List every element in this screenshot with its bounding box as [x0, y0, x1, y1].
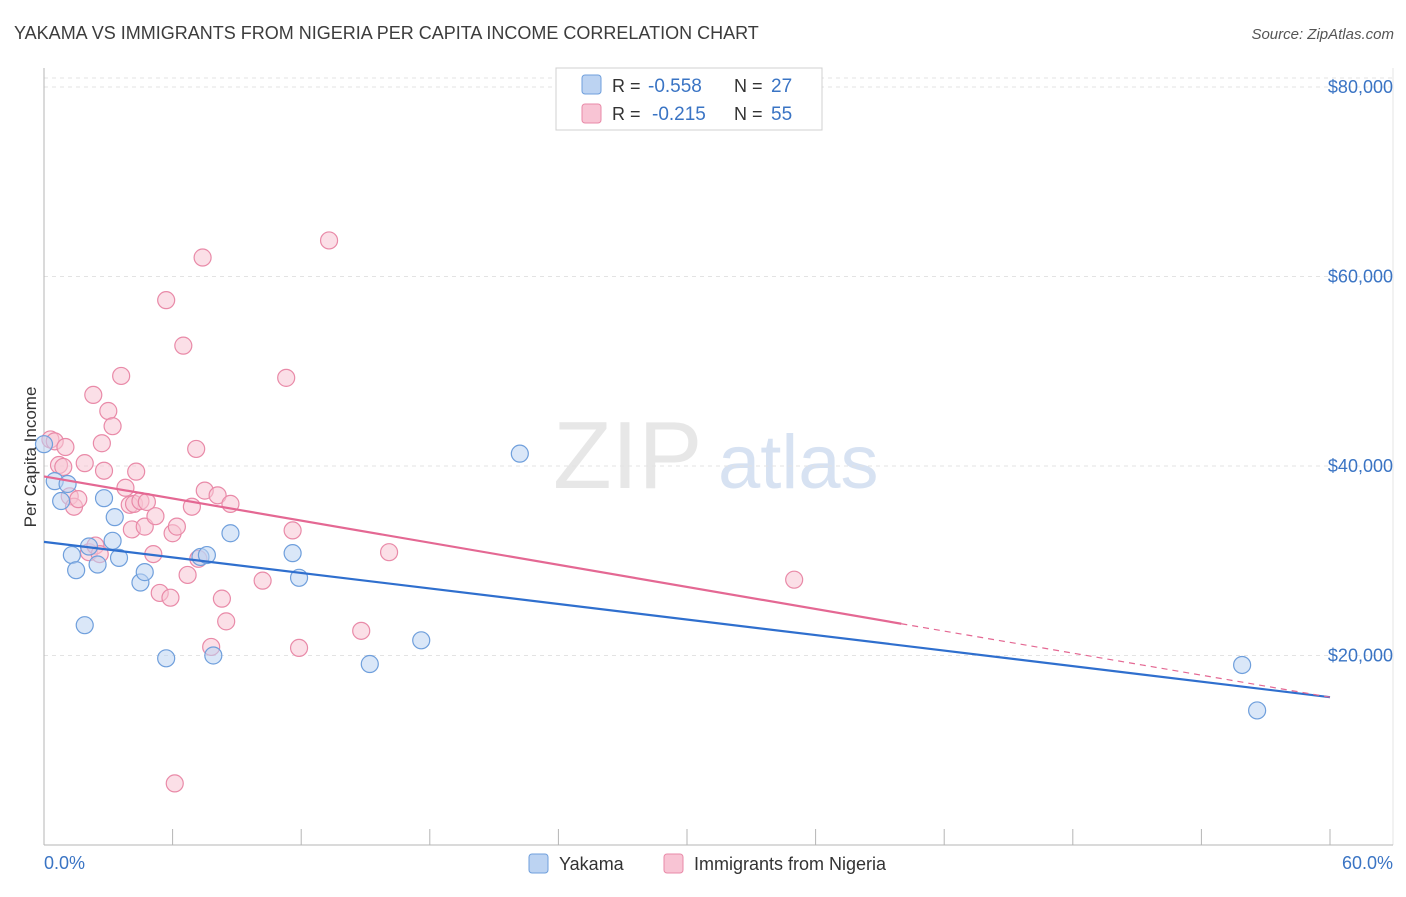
bottom-legend-swatch-nigeria: [663, 853, 684, 874]
yakama-point: [103, 531, 122, 550]
legend-n-value-yakama: 27: [771, 76, 792, 97]
yakama-point: [412, 631, 431, 650]
nigeria-point: [92, 434, 111, 453]
nigeria-point: [157, 291, 176, 310]
nigeria-point: [127, 462, 146, 481]
watermark-atlas: atlas: [718, 420, 879, 505]
yakama-point: [58, 474, 77, 494]
nigeria-point: [352, 621, 371, 640]
bottom-legend-label-yakama: Yakama: [559, 854, 625, 874]
nigeria-points: [41, 231, 804, 793]
nigeria-trend-extension: [901, 623, 1331, 698]
nigeria-point: [187, 439, 206, 459]
nigeria-trend-line: [43, 475, 902, 625]
nigeria-point: [283, 521, 302, 540]
yakama-point: [52, 491, 71, 511]
nigeria-point: [277, 368, 296, 387]
yakama-point: [221, 524, 240, 543]
nigeria-point: [75, 454, 94, 473]
nigeria-point: [174, 336, 193, 355]
x-max-label: 60.0%: [1342, 853, 1393, 873]
yakama-point: [1248, 701, 1267, 720]
legend-r-label-nigeria: R =: [612, 104, 641, 124]
bottom-legend: Yakama Immigrants from Nigeria: [528, 853, 887, 874]
nigeria-point: [379, 543, 399, 562]
nigeria-point: [167, 517, 186, 536]
y-tick-label: $60,000: [1328, 266, 1393, 286]
yakama-point: [67, 561, 86, 580]
bottom-legend-label-nigeria: Immigrants from Nigeria: [694, 854, 887, 874]
yakama-point: [109, 548, 129, 567]
yakama-point: [510, 444, 529, 463]
legend-n-label-nigeria: N =: [734, 104, 763, 124]
x-min-label: 0.0%: [44, 853, 85, 873]
yakama-point: [34, 435, 54, 454]
yakama-point: [1233, 655, 1252, 675]
nigeria-point: [212, 589, 231, 608]
yakama-point: [62, 545, 81, 565]
nigeria-point: [217, 612, 236, 631]
yakama-point: [204, 646, 223, 665]
y-tick-label: $20,000: [1328, 645, 1393, 665]
legend-box: R = -0.558 N = 27 R = -0.215 N = 55: [555, 67, 823, 131]
nigeria-point: [193, 248, 212, 267]
legend-r-value-yakama: -0.558: [648, 76, 702, 97]
nigeria-point: [785, 570, 804, 589]
yakama-point: [157, 649, 176, 668]
yakama-point: [197, 545, 216, 565]
nigeria-point: [99, 401, 118, 421]
yakama-point: [360, 654, 379, 674]
chart-source: Source: ZipAtlas.com: [1251, 26, 1394, 43]
nigeria-point: [165, 774, 184, 793]
nigeria-point: [69, 490, 88, 509]
nigeria-point: [178, 565, 197, 585]
yakama-point: [94, 489, 114, 508]
nigeria-point: [56, 437, 75, 457]
yakama-point: [105, 508, 124, 527]
legend-swatch-yakama: [581, 74, 602, 95]
legend-n-label-yakama: N =: [734, 76, 763, 96]
y-tick-labels: $20,000 $40,000 $60,000 $80,000: [1328, 77, 1393, 666]
axis-layer: [43, 68, 1393, 846]
legend-r-label-yakama: R =: [612, 76, 641, 96]
nigeria-point: [112, 366, 131, 386]
watermark-zip: ZIP: [553, 402, 702, 509]
yakama-point: [75, 616, 94, 635]
nigeria-point: [253, 571, 272, 590]
nigeria-point: [161, 588, 180, 607]
legend-swatch-nigeria: [581, 103, 602, 124]
trend-lines: [43, 475, 1331, 699]
nigeria-point: [208, 486, 227, 505]
bottom-legend-swatch-yakama: [528, 853, 549, 874]
yakama-point: [88, 555, 107, 574]
yakama-trend-line: [43, 540, 1331, 699]
y-tick-label: $40,000: [1328, 456, 1393, 476]
chart-title: YAKAMA VS IMMIGRANTS FROM NIGERIA PER CA…: [14, 23, 759, 43]
y-axis-label: Per Capita Income: [21, 387, 40, 528]
legend-r-value-nigeria: -0.215: [652, 104, 706, 125]
x-tick-marks: [43, 829, 1331, 845]
nigeria-point: [103, 417, 122, 436]
y-tick-label: $80,000: [1328, 77, 1393, 97]
nigeria-point: [289, 638, 309, 658]
legend-n-value-nigeria: 55: [771, 104, 792, 125]
nigeria-point: [94, 461, 114, 480]
nigeria-point: [54, 457, 73, 477]
yakama-point: [135, 563, 154, 582]
yakama-point: [283, 544, 302, 563]
nigeria-point: [84, 385, 103, 405]
nigeria-point: [146, 507, 165, 526]
nigeria-point: [319, 231, 339, 250]
nigeria-point: [116, 478, 135, 497]
